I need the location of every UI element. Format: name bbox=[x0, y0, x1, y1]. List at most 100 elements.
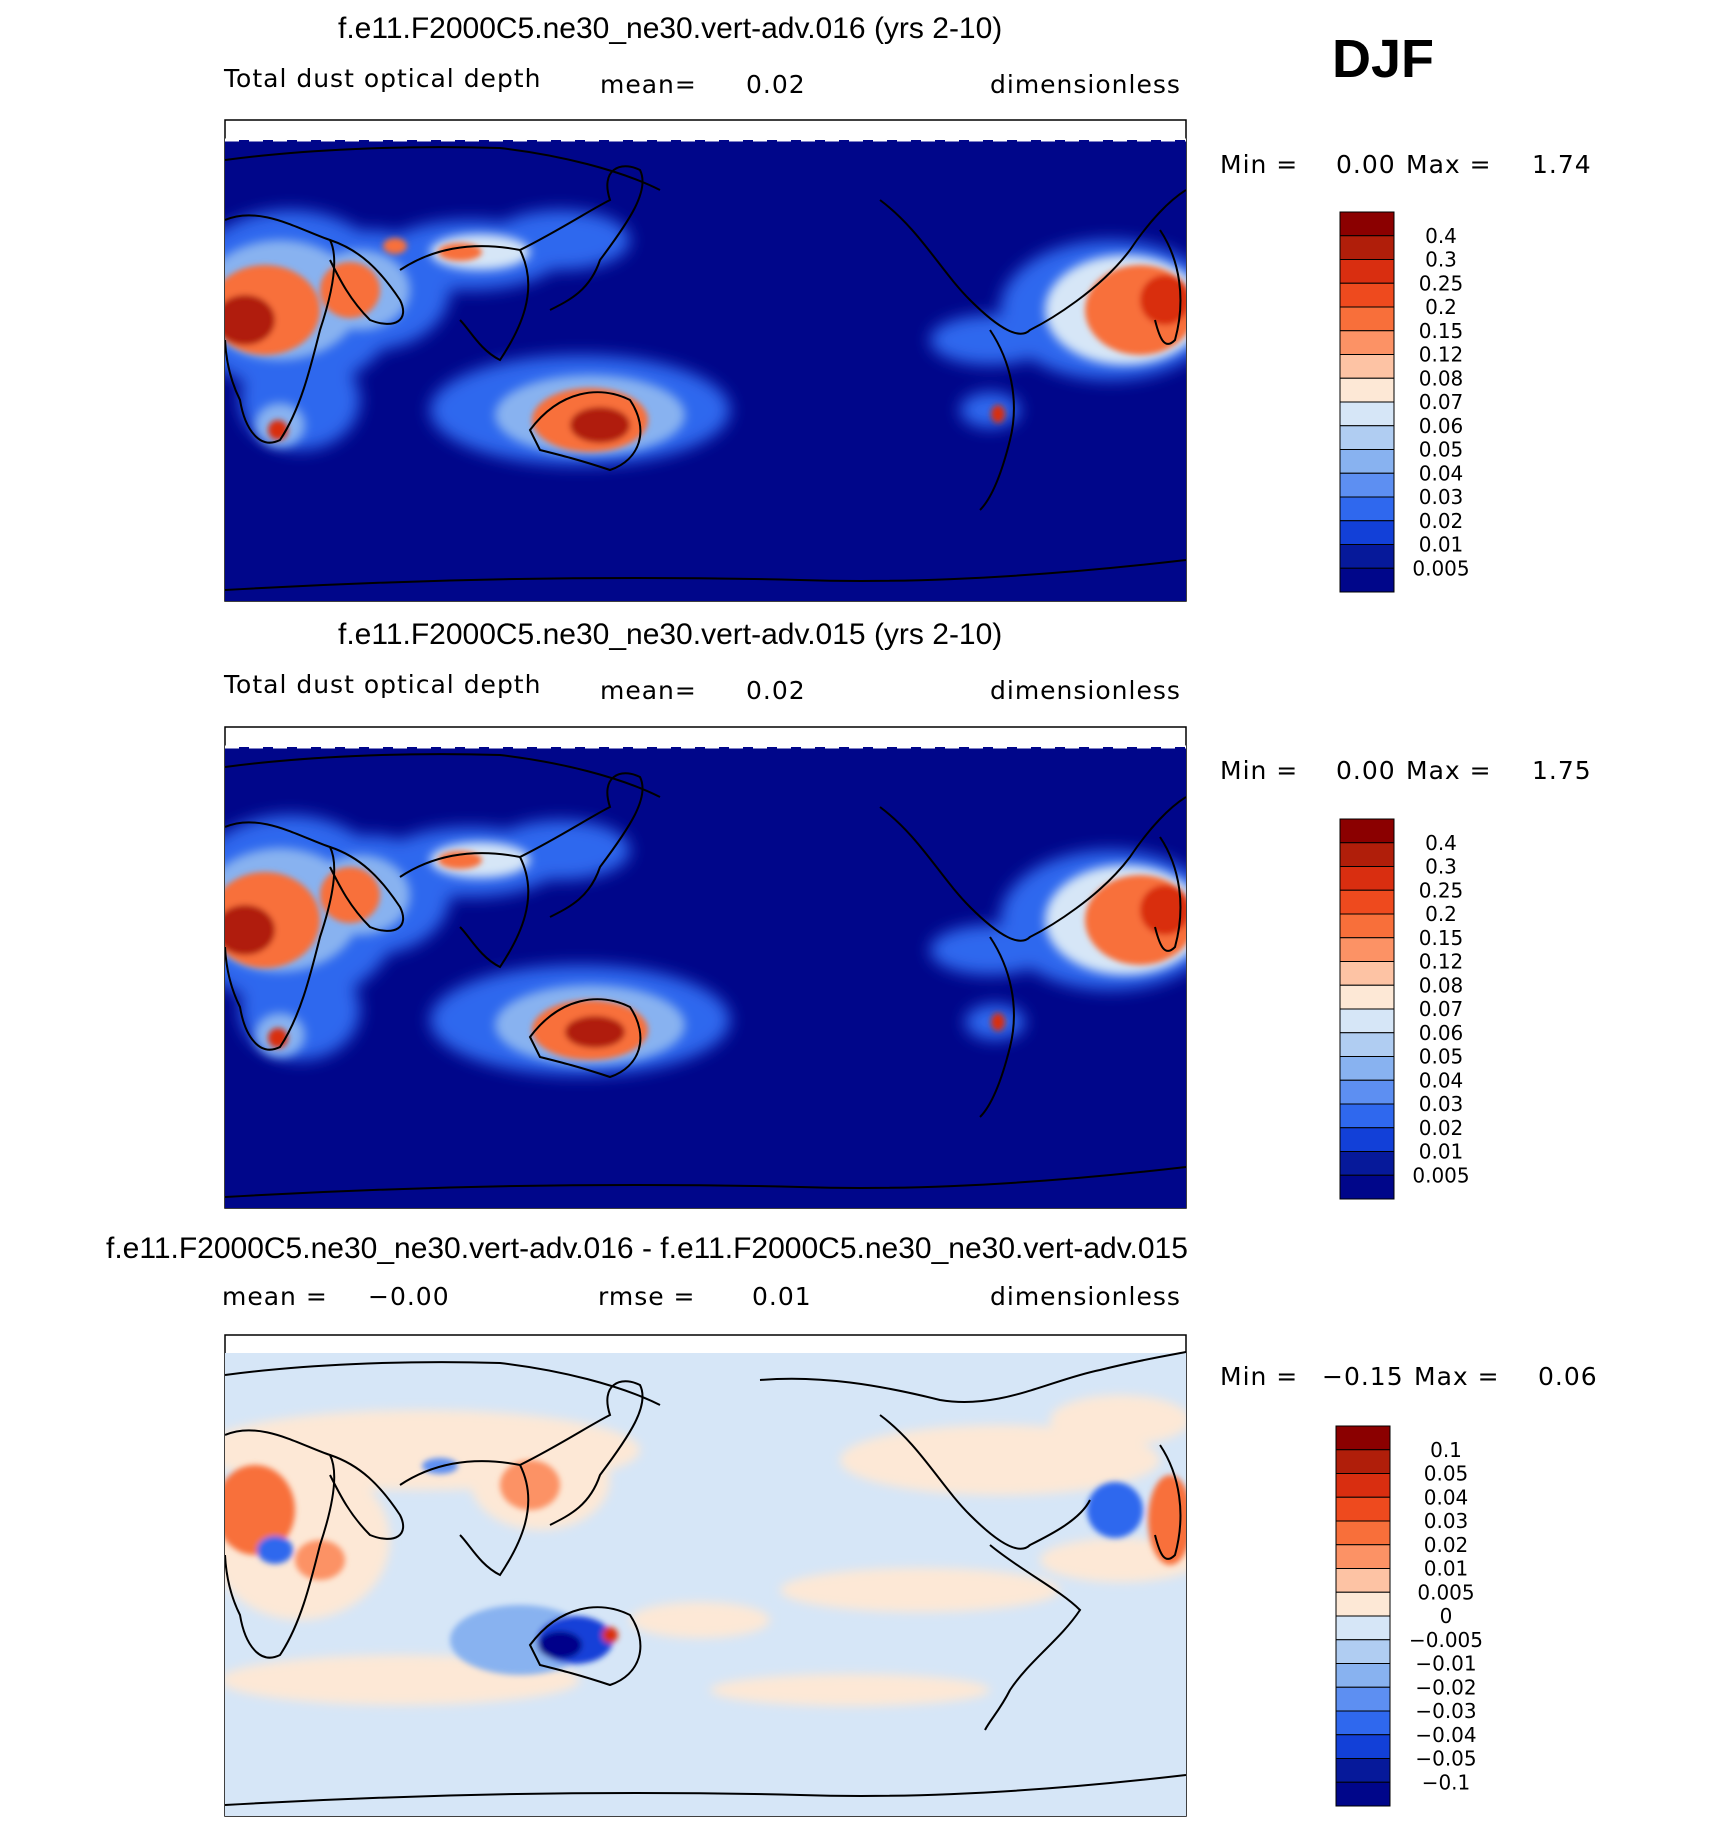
colorbar-1-tick-label: 0.12 bbox=[1419, 343, 1464, 367]
colorbar-1-swatch bbox=[1339, 282, 1395, 308]
colorbar-3-tick-label: −0.005 bbox=[1409, 1628, 1483, 1652]
panel-3-min-label: Min = bbox=[1220, 1362, 1299, 1391]
colorbar-2-swatch bbox=[1339, 1056, 1395, 1081]
colorbar-1-tick-label: 0.005 bbox=[1412, 556, 1469, 580]
colorbar-2-swatch bbox=[1339, 1174, 1395, 1200]
colorbar-1-tick-label: 0.2 bbox=[1425, 295, 1457, 319]
colorbar-2-tick-label: 0.05 bbox=[1419, 1045, 1464, 1069]
panel-3-max-value: 0.06 bbox=[1538, 1362, 1598, 1391]
colorbar-2-swatch bbox=[1339, 937, 1395, 962]
colorbar-2-swatch bbox=[1339, 984, 1395, 1010]
colorbar-3-tick-label: 0.02 bbox=[1424, 1533, 1469, 1557]
colorbar-2-tick-label: 0.06 bbox=[1419, 1021, 1464, 1045]
colorbar-1-swatch bbox=[1339, 449, 1395, 474]
colorbar-3-tick-label: 0 bbox=[1440, 1604, 1453, 1628]
colorbar-2-tick-label: 0.04 bbox=[1419, 1068, 1464, 1092]
colorbar-1-tick-label: 0.05 bbox=[1419, 438, 1464, 462]
panel-1-min-value: 0.00 bbox=[1336, 150, 1396, 179]
colorbar-1-tick-label: 0.25 bbox=[1419, 271, 1464, 295]
colorbar-3-swatch bbox=[1335, 1568, 1391, 1593]
panel-1-title: f.e11.F2000C5.ne30_ne30.vert-adv.016 (yr… bbox=[338, 12, 1003, 45]
panel-2-min-value: 0.00 bbox=[1336, 756, 1396, 785]
colorbar-3-swatch bbox=[1335, 1425, 1391, 1451]
panel-1-mean-value: 0.02 bbox=[746, 70, 806, 99]
colorbar-2-tick-label: 0.005 bbox=[1412, 1163, 1469, 1187]
colorbar-3-tick-label: −0.1 bbox=[1422, 1770, 1471, 1794]
panel-2-units: dimensionless bbox=[990, 676, 1181, 705]
colorbar-2-tick-label: 0.2 bbox=[1425, 902, 1457, 926]
colorbar-1-tick-label: 0.07 bbox=[1419, 390, 1464, 414]
colorbar-1-swatch bbox=[1339, 472, 1395, 498]
colorbar-1-swatch bbox=[1339, 544, 1395, 569]
colorbar-1-tick-label: 0.4 bbox=[1425, 224, 1457, 248]
panel-1-variable: Total dust optical depth bbox=[224, 64, 542, 93]
colorbar-2-swatch bbox=[1339, 961, 1395, 986]
colorbar-3-swatch bbox=[1335, 1615, 1391, 1641]
colorbar-3-tick-label: 0.05 bbox=[1424, 1462, 1469, 1486]
panel-1-units: dimensionless bbox=[990, 70, 1181, 99]
panel-1-mean-label: mean= bbox=[600, 70, 697, 99]
colorbar-1-swatch bbox=[1339, 425, 1395, 450]
colorbar-3-swatch bbox=[1335, 1473, 1391, 1498]
colorbar-1-swatch bbox=[1339, 401, 1395, 427]
colorbar-1-swatch bbox=[1339, 354, 1395, 379]
colorbar-2-swatch bbox=[1339, 1008, 1395, 1034]
panel-1-max-value: 1.74 bbox=[1532, 150, 1592, 179]
colorbar-2-tick-label: 0.02 bbox=[1419, 1116, 1464, 1140]
colorbar-1-swatch bbox=[1339, 520, 1395, 545]
colorbar-2: 0.40.30.250.20.150.120.080.070.060.050.0… bbox=[1339, 818, 1470, 1200]
panel-2-title: f.e11.F2000C5.ne30_ne30.vert-adv.015 (yr… bbox=[338, 618, 1003, 651]
map-panel-1 bbox=[224, 119, 1187, 602]
map-panel-2 bbox=[224, 726, 1187, 1209]
colorbar-2-swatch bbox=[1339, 1079, 1395, 1105]
colorbar-2-swatch bbox=[1339, 866, 1395, 891]
colorbar-2-tick-label: 0.01 bbox=[1419, 1140, 1464, 1164]
panel-1-min-label: Min = bbox=[1220, 150, 1299, 179]
season-label: DJF bbox=[1332, 29, 1435, 89]
colorbar-1-tick-label: 0.3 bbox=[1425, 248, 1457, 272]
colorbar-2-swatch bbox=[1339, 913, 1395, 939]
panel-3-min-value: −0.15 bbox=[1322, 1362, 1404, 1391]
colorbar-3-swatch bbox=[1335, 1591, 1391, 1617]
panel-2-mean-label: mean= bbox=[600, 676, 697, 705]
panel-3-rmse-value: 0.01 bbox=[752, 1282, 812, 1311]
colorbar-3-tick-label: 0.04 bbox=[1424, 1485, 1469, 1509]
colorbar-1-tick-label: 0.08 bbox=[1419, 366, 1464, 390]
colorbar-1-swatch bbox=[1339, 496, 1395, 522]
colorbar-2-tick-label: 0.4 bbox=[1425, 831, 1457, 855]
colorbar-1-swatch bbox=[1339, 259, 1395, 284]
map-2-background-field bbox=[225, 747, 1186, 1208]
colorbar-1-swatch bbox=[1339, 235, 1395, 260]
colorbar-1-tick-label: 0.03 bbox=[1419, 485, 1464, 509]
panel-3-mean-value: −0.00 bbox=[368, 1282, 450, 1311]
colorbar-3-tick-label: −0.02 bbox=[1415, 1675, 1476, 1699]
colorbar-1-swatch bbox=[1339, 377, 1395, 403]
colorbar-3-tick-label: 0.005 bbox=[1417, 1580, 1474, 1604]
colorbar-2-tick-label: 0.08 bbox=[1419, 973, 1464, 997]
colorbar-1-tick-label: 0.02 bbox=[1419, 509, 1464, 533]
panel-2-max-label: Max = bbox=[1406, 756, 1492, 785]
panel-1-max-label: Max = bbox=[1406, 150, 1492, 179]
colorbar-3-swatch bbox=[1335, 1710, 1391, 1736]
colorbar-1-swatch bbox=[1339, 330, 1395, 355]
panel-3-units: dimensionless bbox=[990, 1282, 1181, 1311]
colorbar-2-tick-label: 0.15 bbox=[1419, 926, 1464, 950]
colorbar-1-tick-label: 0.01 bbox=[1419, 533, 1464, 557]
map-panel-3 bbox=[224, 1334, 1187, 1817]
panel-2-mean-value: 0.02 bbox=[746, 676, 806, 705]
colorbar-2-swatch bbox=[1339, 818, 1395, 844]
colorbar-2-swatch bbox=[1339, 842, 1395, 867]
colorbar-3-swatch bbox=[1335, 1734, 1391, 1759]
colorbar-2-swatch bbox=[1339, 889, 1395, 915]
colorbar-3-tick-label: −0.01 bbox=[1415, 1652, 1476, 1676]
colorbar-1-swatch bbox=[1339, 567, 1395, 593]
colorbar-3: 0.10.050.040.030.020.010.0050−0.005−0.01… bbox=[1335, 1425, 1483, 1807]
panel-3-max-label: Max = bbox=[1414, 1362, 1500, 1391]
panel-2-variable: Total dust optical depth bbox=[224, 670, 542, 699]
colorbar-3-swatch bbox=[1335, 1639, 1391, 1664]
colorbar-3-swatch bbox=[1335, 1520, 1391, 1546]
colorbar-2-tick-label: 0.07 bbox=[1419, 997, 1464, 1021]
colorbar-1-tick-label: 0.15 bbox=[1419, 319, 1464, 343]
colorbar-3-swatch bbox=[1335, 1544, 1391, 1569]
